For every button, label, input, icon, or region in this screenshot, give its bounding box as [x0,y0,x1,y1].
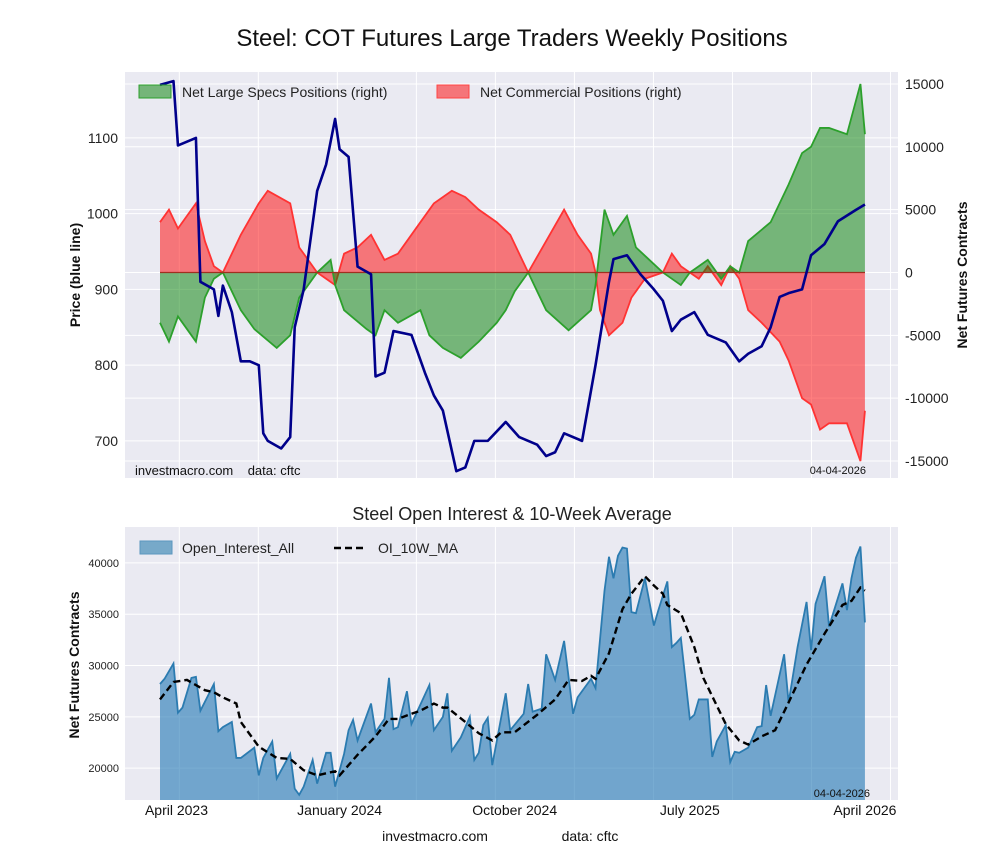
price-line [159,79,866,473]
bottom-legend: Open_Interest_All OI_10W_MA [139,540,459,556]
right-tick-label: 15000 [905,76,944,92]
right-tick-label: 10000 [905,139,944,155]
right-tick-label: 0 [905,264,913,280]
top-ticks: 700 800 900 1000 1100 -15000 -10000 -5000 0 5000 1… [87,76,949,469]
top-left-axis-label: Price (blue line) [67,223,83,327]
bottom-footer-date: 04-04-2026 [814,788,870,800]
legend-swatch-oi [139,540,173,555]
x-tick-label: October 2024 [472,802,557,818]
x-tick-label: April 2026 [833,802,896,818]
right-tick-label: -15000 [905,453,949,469]
bottom-axis-label: Net Futures Contracts [66,591,82,738]
top-legend: Net Large Specs Positions (right) Net Co… [138,84,682,100]
open-interest-area-fill [160,546,865,800]
commercial-area-fill [160,190,865,462]
left-tick-label: 800 [95,357,119,373]
left-tick-label: 900 [95,281,119,297]
top-footer-source: investmacro.com data: cftc [135,463,301,478]
legend-swatch-commercial [436,84,470,99]
left-tick-label: 1000 [87,206,118,222]
legend-label-specs: Net Large Specs Positions (right) [182,84,387,100]
y-tick-label: 25000 [88,712,119,724]
x-tick-label: January 2024 [297,802,382,818]
y-tick-label: 20000 [88,763,119,775]
footer-site: investmacro.com [382,828,488,844]
left-tick-label: 700 [95,433,119,449]
bottom-ticks: 20000 25000 30000 35000 40000 April 2023 Janua… [88,558,896,818]
legend-label-oi: Open_Interest_All [182,540,294,556]
ma-line [159,574,866,778]
footer-source: data: cftc [562,828,619,844]
bottom-chart-title: Steel Open Interest & 10-Week Average [352,504,672,524]
right-tick-label: -5000 [905,327,941,343]
left-tick-label: 1100 [88,130,118,146]
y-tick-label: 35000 [88,609,119,621]
legend-label-commercial: Net Commercial Positions (right) [480,84,682,100]
right-tick-label: 5000 [905,202,936,218]
top-right-axis-label: Net Futures Contracts [954,201,970,348]
legend-swatch-specs [138,84,172,99]
x-tick-label: July 2025 [660,802,720,818]
top-footer-date: 04-04-2026 [810,465,866,477]
legend-label-ma: OI_10W_MA [378,540,459,556]
top-chart-title: Steel: COT Futures Large Traders Weekly … [236,25,787,52]
bottom-marks [159,546,866,800]
top-marks [159,79,866,473]
x-tick-label: April 2023 [145,802,208,818]
y-tick-label: 30000 [88,661,119,673]
right-tick-label: -10000 [905,390,949,406]
commercial-area-line [159,189,866,462]
y-tick-label: 40000 [88,558,119,570]
